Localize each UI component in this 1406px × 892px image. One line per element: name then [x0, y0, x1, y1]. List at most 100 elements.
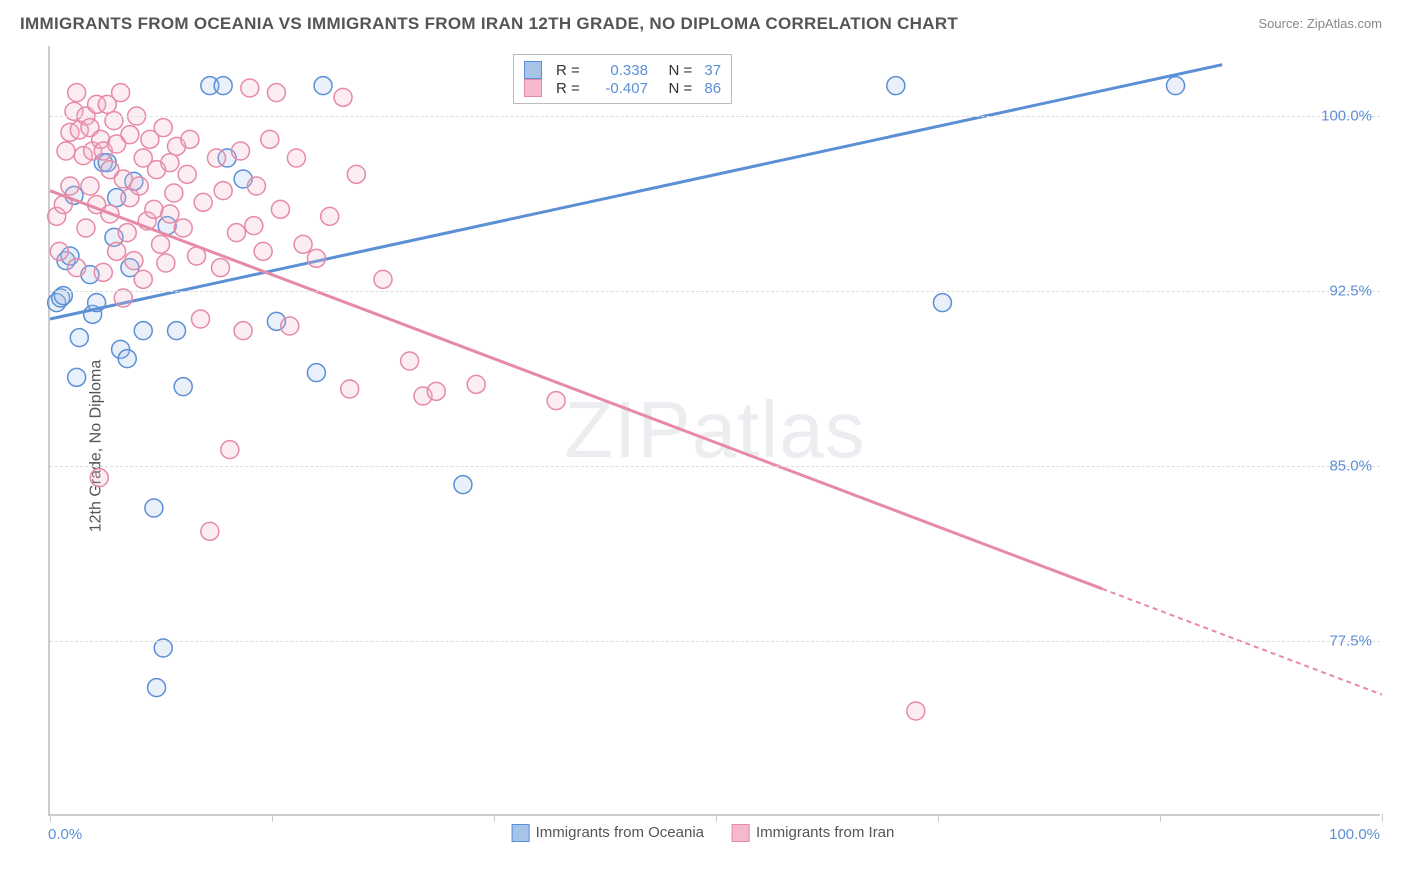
- legend-n-text: N =: [656, 62, 696, 79]
- data-point: [154, 119, 172, 137]
- data-point: [933, 294, 951, 312]
- legend-r-value: 0.338: [592, 62, 648, 79]
- data-point: [105, 112, 123, 130]
- data-point: [261, 130, 279, 148]
- data-point: [547, 392, 565, 410]
- data-point: [121, 126, 139, 144]
- correlation-legend: R = 0.338 N = 37R = -0.407 N = 86: [513, 54, 732, 104]
- legend-swatch: [524, 61, 542, 79]
- data-point: [168, 322, 186, 340]
- data-point: [214, 77, 232, 95]
- data-point: [68, 84, 86, 102]
- data-point: [271, 200, 289, 218]
- x-tick: [50, 814, 51, 822]
- data-point: [108, 242, 126, 260]
- data-point: [165, 184, 183, 202]
- data-point: [134, 270, 152, 288]
- data-point: [161, 205, 179, 223]
- data-point: [454, 476, 472, 494]
- x-tick: [1382, 814, 1383, 822]
- x-tick: [494, 814, 495, 822]
- data-point: [61, 177, 79, 195]
- legend-swatch: [512, 824, 530, 842]
- gridline: [50, 466, 1380, 467]
- data-point: [68, 368, 86, 386]
- y-tick-label: 100.0%: [1321, 108, 1372, 125]
- legend-r-text: R =: [556, 80, 584, 97]
- legend-swatch: [732, 824, 750, 842]
- x-tick: [272, 814, 273, 822]
- data-point: [231, 142, 249, 160]
- data-point: [234, 322, 252, 340]
- data-point: [211, 259, 229, 277]
- data-point: [401, 352, 419, 370]
- legend-n-text: N =: [656, 80, 696, 97]
- data-point: [181, 130, 199, 148]
- legend-row: R = -0.407 N = 86: [524, 79, 721, 97]
- y-tick-label: 77.5%: [1329, 633, 1372, 650]
- data-point: [77, 219, 95, 237]
- gridline: [50, 641, 1380, 642]
- data-point: [208, 149, 226, 167]
- data-point: [118, 224, 136, 242]
- data-point: [287, 149, 305, 167]
- data-point: [130, 177, 148, 195]
- legend-item: Immigrants from Oceania: [512, 824, 704, 842]
- data-point: [294, 235, 312, 253]
- gridline: [50, 116, 1380, 117]
- x-tick: [716, 814, 717, 822]
- legend-r-value: -0.407: [592, 80, 648, 97]
- data-point: [907, 702, 925, 720]
- legend-r-text: R =: [556, 62, 584, 79]
- data-point: [221, 441, 239, 459]
- data-point: [241, 79, 259, 97]
- data-point: [145, 499, 163, 517]
- x-axis-max-label: 100.0%: [1329, 826, 1380, 843]
- data-point: [1167, 77, 1185, 95]
- data-point: [254, 242, 272, 260]
- chart-title: IMMIGRANTS FROM OCEANIA VS IMMIGRANTS FR…: [20, 14, 958, 34]
- legend-n-value: 37: [704, 62, 721, 79]
- data-point: [334, 88, 352, 106]
- data-point: [247, 177, 265, 195]
- legend-label: Immigrants from Oceania: [536, 824, 704, 841]
- legend-label: Immigrants from Iran: [756, 824, 894, 841]
- data-point: [374, 270, 392, 288]
- data-point: [214, 182, 232, 200]
- data-point: [307, 364, 325, 382]
- data-point: [81, 177, 99, 195]
- data-point: [467, 375, 485, 393]
- data-point: [427, 382, 445, 400]
- data-point: [148, 679, 166, 697]
- data-point: [68, 259, 86, 277]
- data-point: [152, 235, 170, 253]
- data-point: [112, 84, 130, 102]
- data-point: [125, 252, 143, 270]
- legend-item: Immigrants from Iran: [732, 824, 894, 842]
- x-tick: [1160, 814, 1161, 822]
- x-axis-min-label: 0.0%: [48, 826, 82, 843]
- source-attribution: Source: ZipAtlas.com: [1258, 16, 1382, 31]
- data-point: [174, 219, 192, 237]
- legend-swatch: [524, 79, 542, 97]
- data-point: [887, 77, 905, 95]
- data-point: [321, 207, 339, 225]
- data-point: [134, 322, 152, 340]
- data-point: [314, 77, 332, 95]
- data-point: [90, 469, 108, 487]
- data-point: [281, 317, 299, 335]
- data-point: [227, 224, 245, 242]
- data-point: [192, 310, 210, 328]
- data-point: [245, 217, 263, 235]
- chart-svg: [50, 46, 1380, 814]
- data-point: [341, 380, 359, 398]
- legend-n-value: 86: [704, 80, 721, 97]
- data-point: [347, 165, 365, 183]
- data-point: [54, 287, 72, 305]
- data-point: [118, 350, 136, 368]
- gridline: [50, 291, 1380, 292]
- series-legend: Immigrants from Oceania Immigrants from I…: [512, 824, 895, 842]
- legend-row: R = 0.338 N = 37: [524, 61, 721, 79]
- data-point: [94, 263, 112, 281]
- data-point: [307, 249, 325, 267]
